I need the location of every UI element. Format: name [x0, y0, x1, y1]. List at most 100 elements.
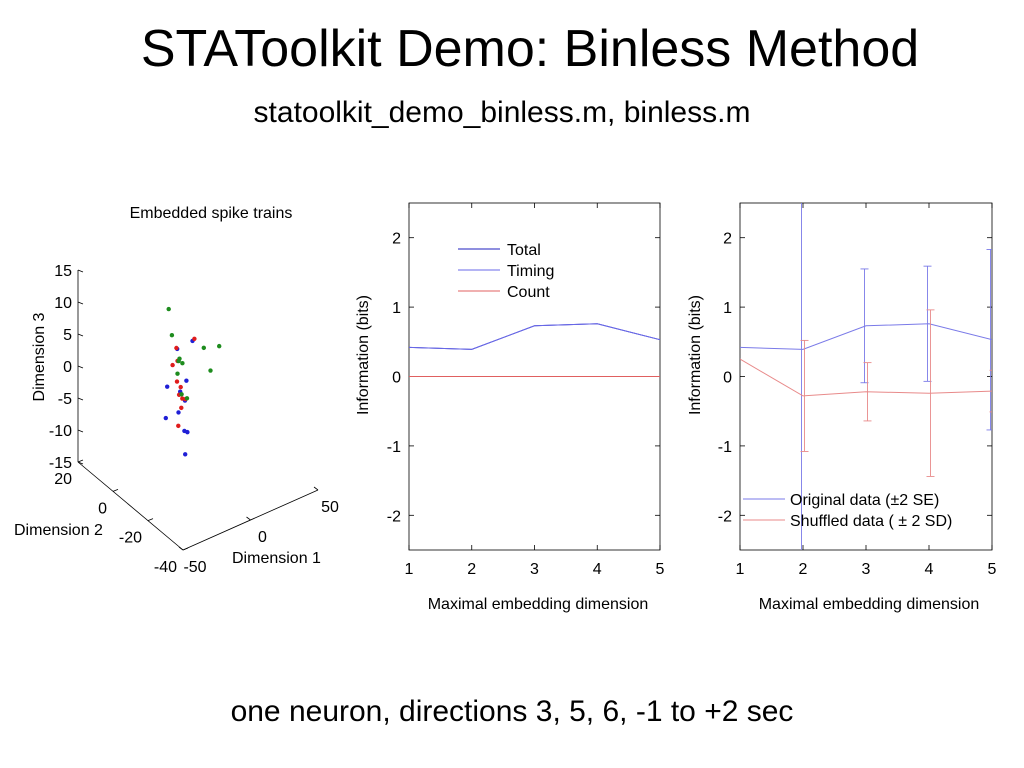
y-tick-label: -1 — [387, 439, 401, 456]
z-tick-label: 0 — [63, 359, 72, 376]
scatter-point — [180, 396, 185, 401]
plot-series — [740, 203, 992, 550]
scatter-point — [165, 384, 170, 389]
y-tick-label: 1 — [392, 300, 401, 317]
z-tick-mark — [77, 365, 84, 369]
y-tick-label: 0 — [392, 370, 401, 387]
x-tick-label: -50 — [183, 559, 206, 576]
scatter-point — [166, 306, 171, 312]
scatter-3d-chart: Embedded spike trains Dimension 3 Dimens… — [14, 205, 339, 576]
x-tick-mark — [313, 486, 319, 491]
legend: Original data (±2 SE) Shuffled data ( ± 2… — [743, 492, 952, 530]
legend-label: Total — [507, 242, 541, 259]
x-tick-label: 2 — [467, 561, 476, 578]
legend-label: Count — [507, 284, 550, 301]
y-axis-line — [77, 461, 184, 551]
y-tick-label: -2 — [387, 508, 401, 525]
x-tick-mark — [246, 516, 251, 521]
information-line-chart: Information (bits) Maximal embedding dim… — [355, 202, 665, 613]
series-line-timing — [408, 323, 661, 350]
z-tick-mark — [77, 429, 84, 433]
x-tick-label: 5 — [988, 561, 997, 578]
x-tick-label: 50 — [321, 499, 339, 516]
scatter-point — [201, 345, 206, 351]
y-tick-label: 20 — [54, 471, 72, 488]
x-tick-mark — [178, 546, 184, 551]
series-line-total — [408, 323, 661, 350]
scatter-point — [169, 333, 175, 338]
y-tick-label: -2 — [718, 508, 732, 525]
y-tick-label: -40 — [154, 559, 177, 576]
scatter-point — [175, 371, 180, 376]
scatter-point — [176, 423, 181, 429]
x-tick-label: 0 — [258, 529, 267, 546]
legend: Total Timing Count — [458, 242, 554, 301]
scatter-point — [174, 345, 179, 351]
slide-caption: one neuron, directions 3, 5, 6, -1 to +2… — [230, 695, 794, 728]
scatter-point — [208, 368, 213, 373]
slide-title: STAToolkit Demo: Binless Method — [140, 20, 920, 78]
z-tick-label: 5 — [63, 327, 72, 344]
plot-area: 1 2 3 4 5 -2 -1 0 1 2 — [718, 202, 997, 578]
x-tick-label: 1 — [736, 561, 745, 578]
z-tick-label: 10 — [54, 295, 72, 312]
x-tick-label: 5 — [656, 561, 665, 578]
y-tick-label: 1 — [723, 300, 732, 317]
chart-title: Embedded spike trains — [130, 205, 293, 222]
y-tick-label: 0 — [723, 370, 732, 387]
scatter-point — [177, 356, 182, 361]
y-tick-label: -1 — [718, 439, 732, 456]
series-line — [740, 358, 992, 397]
x-tick-label: 2 — [799, 561, 808, 578]
z-tick-label: -15 — [49, 455, 72, 472]
z-tick-mark — [77, 397, 84, 401]
scatter-point — [174, 379, 180, 384]
x-tick-label: 4 — [925, 561, 934, 578]
y-tick-label: 2 — [723, 231, 732, 248]
z-tick-label: -5 — [58, 391, 72, 408]
z-tick-label: 15 — [54, 263, 72, 280]
legend-label: Shuffled data ( ± 2 SD) — [790, 513, 952, 530]
y-tick-mark — [182, 547, 189, 551]
scatter-point — [185, 429, 190, 435]
series-line — [740, 323, 992, 350]
x-tick-label: 1 — [405, 561, 414, 578]
plot-area: 1 2 3 4 5 -2 -1 0 1 2 — [387, 202, 665, 578]
scatter-point — [180, 361, 185, 366]
shuffle-comparison-chart: Information (bits) Maximal embedding dim… — [687, 202, 997, 613]
scatter-point — [183, 452, 188, 457]
z-tick-mark — [77, 269, 84, 273]
x-tick-label: 3 — [530, 561, 539, 578]
y-tick-mark — [77, 459, 84, 463]
scatter-point — [163, 415, 168, 421]
y-tick-label: 0 — [98, 500, 107, 517]
x-tick-label: 3 — [862, 561, 871, 578]
x-tick-label: 4 — [593, 561, 602, 578]
y-axis-label: Information (bits) — [355, 295, 372, 415]
scatter-point — [170, 362, 175, 368]
y-tick-label: 2 — [392, 231, 401, 248]
y-axis-label: Information (bits) — [687, 295, 704, 415]
z-tick-mark — [77, 461, 84, 465]
z-tick-mark — [77, 301, 84, 305]
y-tick-mark — [112, 488, 119, 492]
y-tick-label: -20 — [119, 530, 142, 547]
x-axis-label: Dimension 1 — [232, 550, 321, 567]
y-axis-label: Dimension 2 — [14, 522, 103, 539]
x-axis-label: Maximal embedding dimension — [428, 596, 649, 613]
scatter-point — [176, 410, 181, 415]
scatter-point — [217, 343, 222, 349]
scatter-point — [184, 378, 189, 383]
scatter-point — [179, 392, 184, 397]
y-tick-mark — [147, 518, 154, 522]
scatter-point — [178, 384, 183, 390]
scatter-point — [179, 405, 184, 411]
z-tick-label: -10 — [49, 423, 72, 440]
scatter-point — [184, 396, 190, 401]
slide-subtitle: statoolkit_demo_binless.m, binless.m — [253, 96, 751, 129]
scatter-points — [163, 306, 222, 457]
z-axis-label: Dimension 3 — [31, 312, 48, 401]
legend-label: Timing — [507, 263, 554, 280]
